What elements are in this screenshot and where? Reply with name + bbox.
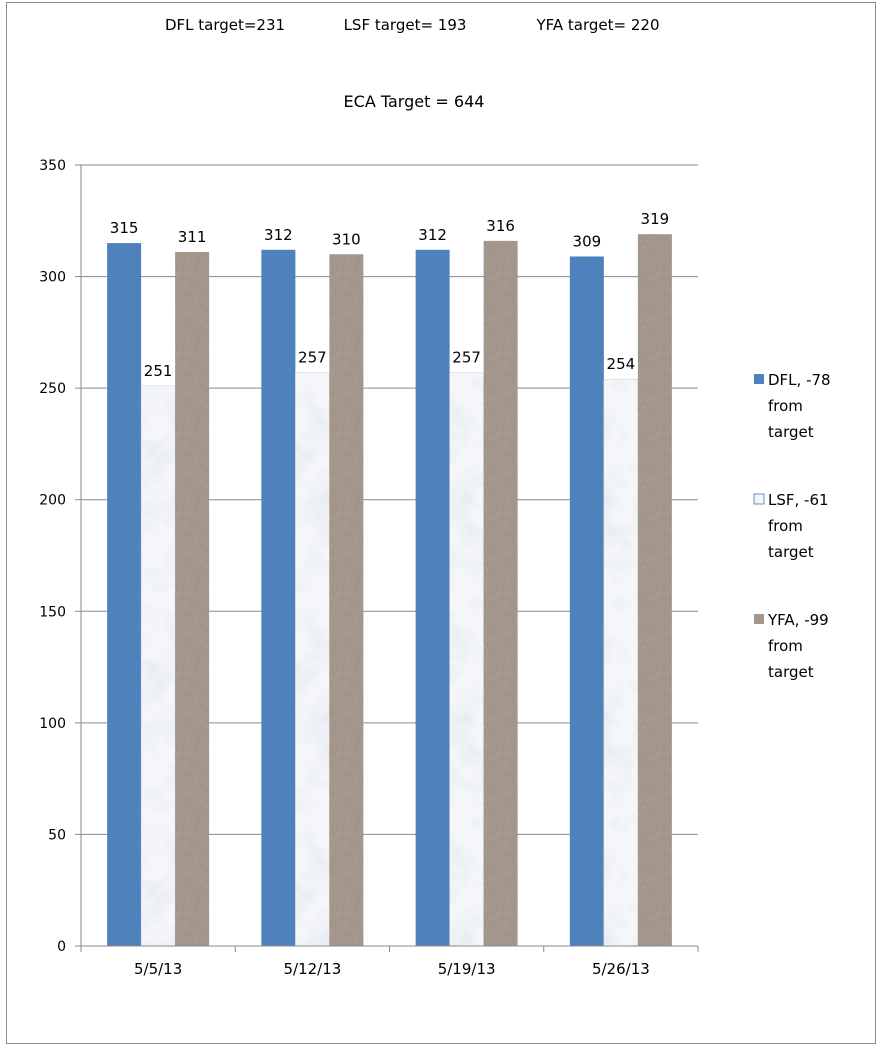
target-label-2: YFA target= 220 xyxy=(535,16,659,34)
bar-dfl xyxy=(569,256,604,946)
legend-text: YFA, -99 xyxy=(767,611,829,629)
x-tick-label: 5/19/13 xyxy=(438,960,496,978)
legend-swatch xyxy=(754,374,764,384)
eca-target-label: ECA Target = 644 xyxy=(344,92,485,111)
bar-lsf xyxy=(140,385,176,947)
legend-text: from xyxy=(768,397,803,415)
data-label: 251 xyxy=(144,362,173,380)
bar-dfl xyxy=(261,249,296,946)
legend-text: target xyxy=(768,663,814,681)
legend-item-yfa: YFA, -99 from target xyxy=(754,611,829,681)
y-tick-label: 200 xyxy=(39,493,66,509)
data-label: 310 xyxy=(332,230,361,248)
y-tick-label: 0 xyxy=(57,939,66,955)
y-tick-label: 100 xyxy=(39,716,66,732)
data-label: 309 xyxy=(573,232,602,250)
data-label: 257 xyxy=(298,349,327,367)
bar-lsf xyxy=(449,372,484,947)
legend-text: target xyxy=(768,543,814,561)
legend-text: from xyxy=(768,517,803,535)
bar-yfa xyxy=(175,252,210,947)
y-tick-label: 50 xyxy=(48,827,66,843)
target-label-0: DFL target=231 xyxy=(165,16,285,34)
y-tick-label: 300 xyxy=(39,270,66,286)
data-label: 311 xyxy=(178,228,207,246)
data-label: 319 xyxy=(641,210,670,228)
bar-lsf xyxy=(603,378,639,947)
bar-yfa xyxy=(329,254,364,946)
legend-text: DFL, -78 xyxy=(768,371,831,389)
bar-dfl xyxy=(415,249,450,946)
y-tick-label: 350 xyxy=(39,158,66,174)
legend-item-dfl: DFL, -78 from target xyxy=(754,371,831,441)
legend-text: target xyxy=(768,423,814,441)
target-label-1: LSF target= 193 xyxy=(344,16,467,34)
legend-item-lsf: LSF, -61 from target xyxy=(753,491,829,561)
legend-swatch xyxy=(754,614,764,624)
data-label: 316 xyxy=(486,217,515,235)
legend-text: LSF, -61 xyxy=(768,491,829,509)
bar-dfl xyxy=(107,243,142,947)
bar-yfa xyxy=(483,240,518,946)
legend-text: from xyxy=(768,637,803,655)
data-label: 312 xyxy=(264,226,293,244)
x-tick-label: 5/26/13 xyxy=(592,960,650,978)
data-label: 257 xyxy=(452,349,481,367)
y-tick-label: 250 xyxy=(39,381,66,397)
data-label: 312 xyxy=(418,226,447,244)
legend-swatch xyxy=(753,493,765,505)
bar-yfa xyxy=(637,234,672,946)
x-tick-label: 5/12/13 xyxy=(283,960,341,978)
bar-lsf xyxy=(295,372,330,947)
data-label: 254 xyxy=(607,355,636,373)
y-tick-label: 150 xyxy=(39,604,66,620)
data-label: 315 xyxy=(110,219,139,237)
x-tick-label: 5/5/13 xyxy=(134,960,182,978)
